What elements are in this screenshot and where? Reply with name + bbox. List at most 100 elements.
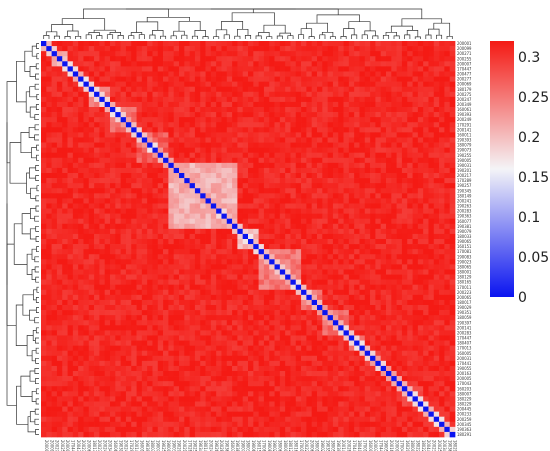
heatmap-cell: [263, 259, 270, 265]
heatmap-cell: [380, 320, 387, 326]
heatmap-cell: [428, 56, 435, 62]
heatmap-cell: [317, 101, 323, 108]
heatmap-cell: [184, 249, 190, 255]
heatmap-cell: [396, 81, 403, 88]
heatmap-cell: [200, 335, 206, 341]
heatmap-cell: [237, 223, 244, 230]
heatmap-cell: [56, 193, 63, 199]
heatmap-cell: [380, 51, 387, 57]
heatmap-cell: [232, 112, 238, 118]
heatmap-cell: [237, 208, 244, 214]
heatmap-cell: [449, 127, 456, 133]
heatmap-cell: [290, 228, 297, 235]
heatmap-cell: [46, 147, 52, 154]
heatmap-cell: [83, 81, 90, 88]
heatmap-cell: [88, 162, 95, 169]
heatmap-cell: [279, 213, 286, 220]
heatmap-cell: [359, 254, 366, 260]
heatmap-cell: [332, 208, 339, 214]
heatmap-cell: [417, 345, 424, 352]
heatmap-cell: [433, 81, 440, 88]
heatmap-cell: [72, 218, 79, 225]
heatmap-cell: [157, 51, 164, 57]
heatmap-cell: [179, 335, 185, 341]
heatmap-cell: [306, 41, 313, 47]
heatmap-cell: [131, 66, 137, 72]
heatmap-cell: [179, 264, 185, 270]
heatmap-cell: [417, 162, 424, 169]
heatmap-cell: [147, 112, 153, 118]
dendrogram-branch: [210, 8, 423, 19]
heatmap-cell: [99, 305, 106, 311]
heatmap-cell: [322, 330, 328, 336]
heatmap-cell: [51, 264, 58, 270]
heatmap-cell: [104, 41, 111, 47]
heatmap-cell: [83, 203, 90, 209]
heatmap-cell: [46, 325, 52, 331]
heatmap-cell: [311, 162, 318, 169]
heatmap-cell: [46, 162, 52, 169]
heatmap-cell: [258, 61, 265, 67]
heatmap-cell: [322, 112, 328, 118]
heatmap-cell: [248, 56, 254, 62]
heatmap-cell: [99, 96, 106, 103]
heatmap-cell: [258, 76, 265, 82]
heatmap-cell: [370, 345, 376, 352]
heatmap-cell: [46, 340, 52, 346]
heatmap-cell: [115, 325, 121, 331]
heatmap-cell: [200, 66, 206, 72]
heatmap-cell: [67, 218, 74, 225]
heatmap-cell: [407, 294, 413, 301]
heatmap-cell: [115, 117, 121, 123]
heatmap-cell: [72, 228, 79, 235]
heatmap-cell: [152, 51, 159, 57]
heatmap-cell: [94, 294, 100, 301]
heatmap-cell: [449, 173, 456, 179]
heatmap-cell: [386, 162, 392, 169]
heatmap-cell: [120, 239, 127, 245]
heatmap-cell: [263, 330, 270, 336]
dendrogram-branch: [34, 317, 39, 324]
heatmap-cell: [242, 350, 249, 357]
heatmap-cell: [88, 193, 95, 199]
heatmap-cell: [221, 284, 228, 291]
heatmap-cell: [322, 132, 328, 138]
heatmap-cell: [417, 259, 424, 265]
heatmap-cell: [125, 239, 132, 245]
heatmap-cell: [253, 91, 259, 98]
heatmap-cell: [444, 162, 451, 169]
heatmap-cell: [380, 228, 387, 235]
heatmap-cell: [189, 51, 196, 57]
heatmap-cell: [253, 233, 259, 240]
heatmap-cell: [157, 117, 164, 123]
heatmap-cell: [444, 305, 451, 311]
heatmap-cell: [99, 152, 106, 159]
heatmap-cell: [348, 157, 355, 164]
heatmap-cell: [375, 56, 382, 62]
heatmap-cell: [301, 320, 307, 326]
heatmap-cell: [94, 127, 100, 133]
heatmap-cell: [110, 117, 116, 123]
heatmap-cell: [56, 244, 63, 250]
heatmap-cell: [136, 101, 143, 108]
heatmap-cell: [322, 96, 328, 103]
heatmap-cell: [295, 178, 302, 184]
heatmap-cell: [386, 239, 392, 245]
heatmap-cell: [396, 41, 403, 47]
heatmap-cell: [115, 244, 121, 250]
heatmap-cell: [327, 127, 334, 133]
heatmap-cell: [152, 259, 159, 265]
heatmap-cell: [433, 299, 440, 306]
heatmap-cell: [263, 320, 270, 326]
heatmap-cell: [78, 310, 84, 316]
heatmap-cell: [221, 279, 228, 286]
heatmap-cell: [386, 178, 392, 184]
heatmap-cell: [120, 188, 127, 194]
heatmap-cell: [274, 330, 281, 336]
heatmap-cell: [407, 340, 413, 346]
heatmap-cell: [210, 239, 217, 245]
heatmap-cell: [301, 233, 307, 240]
heatmap-cell: [226, 239, 233, 245]
heatmap-cell: [391, 320, 397, 326]
heatmap-cell: [163, 340, 169, 346]
